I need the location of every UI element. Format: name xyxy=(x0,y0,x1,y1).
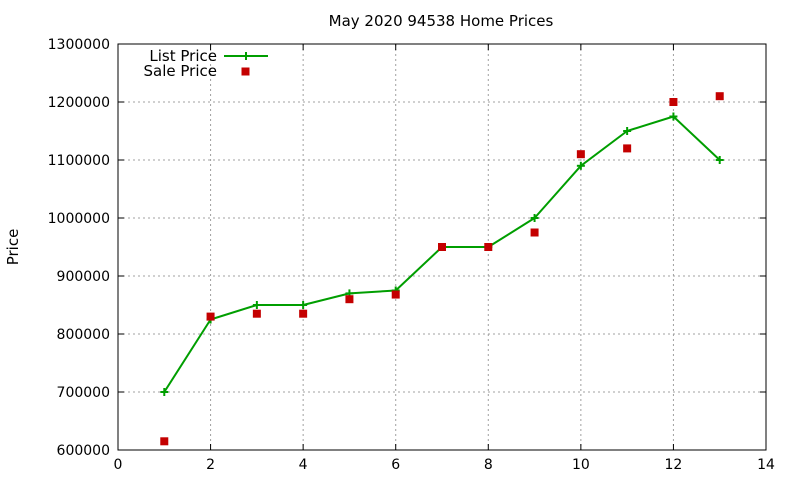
list-price-point xyxy=(299,301,308,309)
y-tick-label: 800000 xyxy=(57,327,110,343)
sale-price-point xyxy=(252,309,261,318)
x-tick-label: 6 xyxy=(391,457,400,473)
sale-price-point xyxy=(160,437,169,446)
list-price-point xyxy=(669,112,678,121)
chart-title: May 2020 94538 Home Prices xyxy=(329,12,554,30)
legend-plus-marker xyxy=(242,52,250,60)
sale-price-point xyxy=(623,144,632,153)
sale-price-point xyxy=(299,309,308,318)
x-tick-label: 10 xyxy=(572,457,590,473)
sale-price-point xyxy=(206,312,215,321)
list-price-line xyxy=(163,115,721,393)
y-axis-label: Price xyxy=(4,229,22,266)
legend: List Price Sale Price xyxy=(144,47,268,80)
plot-frame xyxy=(117,43,767,451)
y-tick-label: 700000 xyxy=(57,385,110,401)
x-tick-label: 14 xyxy=(757,457,775,473)
x-tick-label: 8 xyxy=(484,457,493,473)
sale-price-point xyxy=(530,228,539,237)
list-price-point xyxy=(252,301,261,309)
sale-price-point xyxy=(484,243,493,251)
sale-price-point xyxy=(715,92,724,101)
sale-price-point xyxy=(345,295,354,304)
list-price-point xyxy=(160,388,169,396)
legend-label-sale-price: Sale Price xyxy=(144,62,217,80)
y-tick-label: 1200000 xyxy=(48,95,110,111)
grid xyxy=(118,44,766,450)
y-tick-label: 1100000 xyxy=(48,153,110,169)
y-tick-label: 900000 xyxy=(57,269,110,285)
sale-price-point xyxy=(438,243,446,251)
axes: 0 2 4 6 8 10 12 14 600000 700000 800000 900000 10000… xyxy=(48,37,775,473)
y-tick-label: 600000 xyxy=(57,443,110,459)
y-tick-label: 1000000 xyxy=(48,211,110,227)
sale-price-point xyxy=(669,98,678,106)
legend-label-list-price: List Price xyxy=(149,47,217,65)
y-tick-label: 1300000 xyxy=(48,37,110,53)
x-tick-label: 12 xyxy=(665,457,683,473)
sale-price-point xyxy=(391,290,400,299)
sale-price-point xyxy=(576,150,585,159)
list-price-point xyxy=(530,214,539,222)
list-price-point xyxy=(576,161,585,170)
list-price-point xyxy=(623,127,632,135)
series xyxy=(160,92,724,446)
legend-marker-sale-price xyxy=(241,67,250,76)
x-tick-label: 2 xyxy=(206,457,215,473)
list-price-point xyxy=(715,156,724,164)
x-tick-label: 0 xyxy=(114,457,123,473)
x-tick-label: 4 xyxy=(299,457,308,473)
legend-marker-list-price xyxy=(242,52,250,60)
